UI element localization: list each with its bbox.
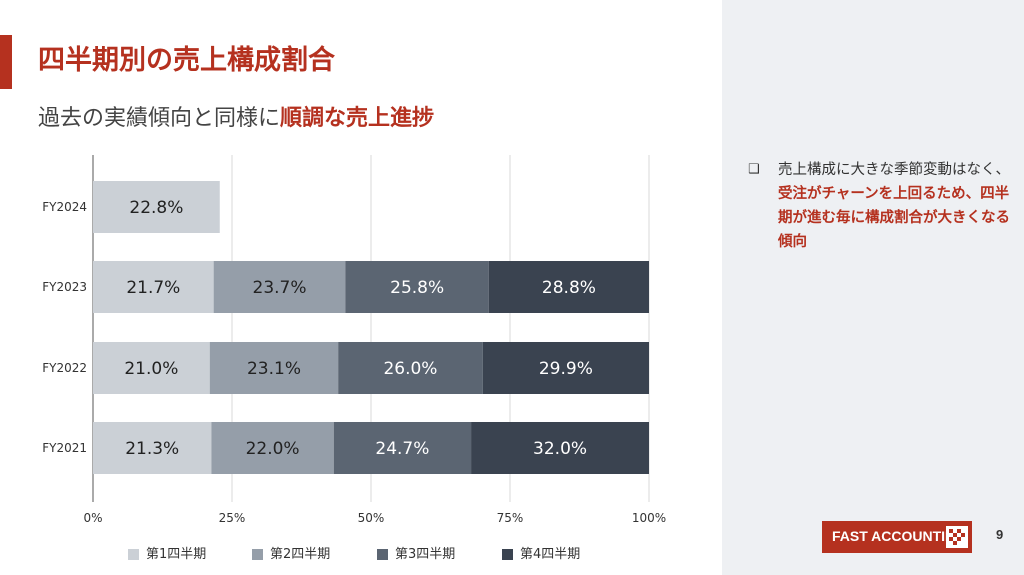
bar-segment	[338, 342, 483, 394]
page-number: 9	[996, 527, 1004, 542]
legend-swatch	[128, 549, 139, 560]
data-label: 21.0%	[124, 359, 178, 379]
bar-segment	[209, 342, 339, 394]
bar-segment	[93, 342, 210, 394]
subtitle-highlight: 順調な売上進捗	[280, 106, 435, 131]
bar-segment	[93, 261, 214, 313]
side-panel	[722, 0, 1024, 575]
checkbox-bullet-icon: ❑	[748, 162, 760, 177]
legend-item: 第4四半期	[502, 543, 580, 562]
data-label: 21.7%	[126, 278, 180, 298]
side-note: ❑ 売上構成に大きな季節変動はなく、受注がチャーンを上回るため、四半期が進む毎に…	[748, 158, 1013, 254]
data-label: 21.3%	[125, 439, 179, 459]
logo-text: FAST ACCOUNTING	[832, 528, 967, 544]
data-label: 26.0%	[383, 359, 437, 379]
data-label: 25.8%	[390, 278, 444, 298]
bar-segment	[211, 422, 334, 474]
x-tick-label: 75%	[497, 511, 524, 525]
legend-label: 第4四半期	[520, 547, 581, 562]
data-label: 29.9%	[539, 359, 593, 379]
legend-item: 第1四半期	[128, 543, 206, 562]
bar-segment	[488, 261, 649, 313]
title-accent-bar	[0, 35, 12, 89]
legend-item: 第3四半期	[377, 543, 455, 562]
data-label: 22.8%	[129, 198, 183, 218]
note-highlight: 受注がチャーンを上回るため、四半期が進む毎に構成割合が大きくなる傾向	[778, 186, 1010, 250]
legend-swatch	[252, 549, 263, 560]
slide-title: 四半期別の売上構成割合	[38, 45, 335, 76]
data-label: 23.7%	[253, 278, 307, 298]
company-logo: FAST ACCOUNTING	[822, 521, 972, 553]
note-text: 売上構成に大きな季節変動はなく、	[778, 162, 1010, 178]
pixel-logo-icon	[946, 526, 968, 548]
x-tick-label: 50%	[358, 511, 385, 525]
legend-swatch	[377, 549, 388, 560]
y-category-label: FY2023	[42, 280, 87, 294]
legend-item: 第2四半期	[252, 543, 330, 562]
legend-label: 第3四半期	[395, 547, 456, 562]
x-tick-label: 100%	[632, 511, 666, 525]
legend-swatch	[502, 549, 513, 560]
bar-segment	[345, 261, 489, 313]
data-label: 22.0%	[246, 439, 300, 459]
bar-segment	[93, 422, 212, 474]
stacked-bar-chart: 0% 25% 50% 75% 100% FY2024 22.8% FY2023 21.7% 23.…	[42, 155, 666, 525]
bar-segment	[333, 422, 472, 474]
bar-segment	[471, 422, 649, 474]
x-tick-label: 25%	[219, 511, 246, 525]
y-category-label: FY2021	[42, 441, 87, 455]
data-label: 28.8%	[542, 278, 596, 298]
bar-segment	[93, 181, 220, 233]
bar-segment	[213, 261, 346, 313]
data-label: 24.7%	[375, 439, 429, 459]
legend-label: 第1四半期	[146, 547, 207, 562]
data-label: 23.1%	[247, 359, 301, 379]
slide-subtitle: 過去の実績傾向と同様に順調な売上進捗	[38, 100, 434, 132]
data-label: 32.0%	[533, 439, 587, 459]
legend-label: 第2四半期	[270, 547, 331, 562]
y-category-label: FY2024	[42, 200, 87, 214]
y-category-label: FY2022	[42, 361, 87, 375]
bar-segment	[482, 342, 649, 394]
x-tick-label: 0%	[83, 511, 102, 525]
subtitle-text: 過去の実績傾向と同様に	[38, 106, 281, 131]
